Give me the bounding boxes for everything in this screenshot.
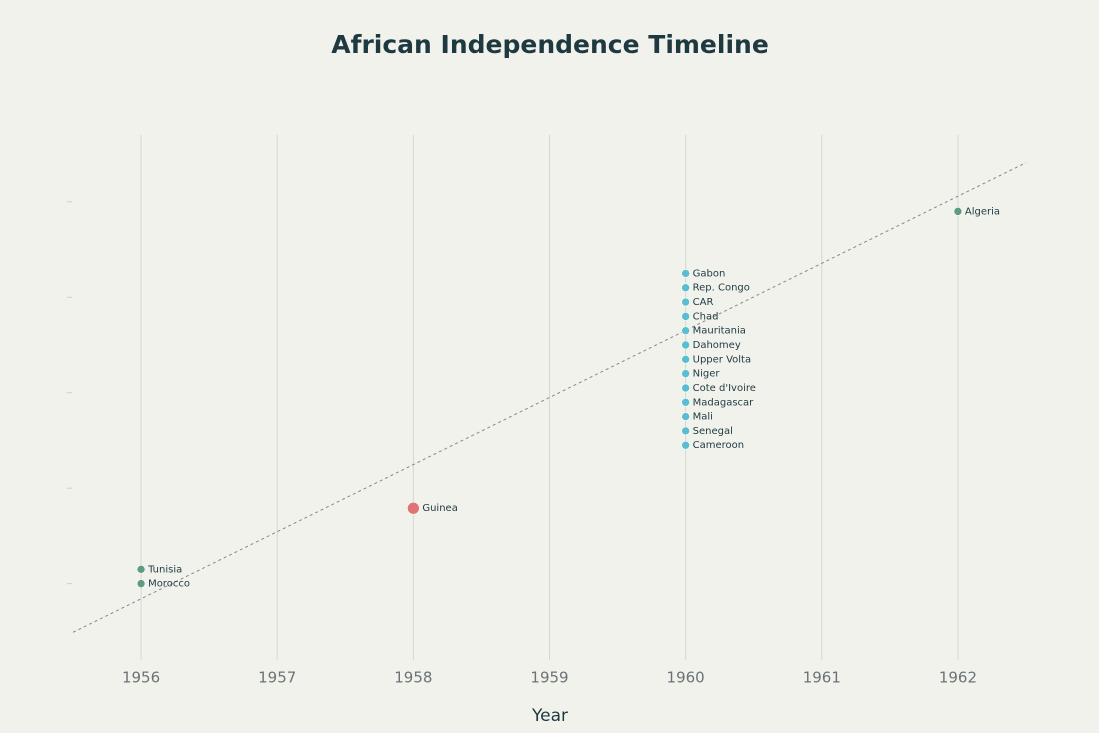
data-point: [681, 412, 690, 421]
data-point: [681, 355, 690, 364]
data-point: [681, 383, 690, 393]
x-tick-label: 1962: [939, 669, 977, 687]
point-label: Algeria: [965, 206, 1000, 217]
data-point: [407, 501, 420, 515]
x-axis-label: Year: [531, 706, 568, 726]
point-label: Morocco: [148, 579, 190, 590]
data-point: [681, 297, 690, 307]
data-point: [681, 369, 690, 378]
point-label: Niger: [693, 369, 721, 380]
data-point: [681, 340, 690, 350]
point-label: Mali: [693, 412, 713, 423]
data-point: [681, 283, 690, 293]
point-label: Dahomey: [693, 340, 741, 351]
point-label: Rep. Congo: [693, 283, 750, 294]
point-label: Cameroon: [693, 440, 744, 451]
x-tick-label: 1958: [394, 669, 432, 687]
point-label: Mauritania: [693, 326, 746, 337]
data-point: [681, 397, 690, 407]
x-tick-label: 1961: [803, 669, 841, 687]
data-point: [681, 269, 690, 278]
point-label: Upper Volta: [693, 354, 751, 365]
x-tick-label: 1959: [530, 669, 568, 687]
data-point: [681, 326, 690, 335]
data-point: [681, 312, 690, 321]
point-label: Tunisia: [147, 564, 182, 575]
x-tick-label: 1956: [122, 669, 160, 687]
data-point: [136, 579, 146, 588]
data-point: [953, 207, 963, 216]
point-label: Guinea: [422, 503, 457, 514]
point-label: Gabon: [693, 268, 726, 279]
point-label: Madagascar: [693, 397, 755, 408]
chart-title: African Independence Timeline: [331, 30, 769, 59]
point-label: Senegal: [693, 426, 733, 437]
point-label: CAR: [693, 297, 714, 308]
point-label: Chad: [693, 311, 719, 322]
x-tick-label: 1957: [258, 669, 296, 687]
x-tick-label: 1960: [667, 669, 705, 687]
data-point: [681, 426, 690, 436]
data-point: [136, 565, 146, 574]
data-point: [681, 440, 690, 450]
point-label: Cote d'Ivoire: [693, 383, 756, 394]
